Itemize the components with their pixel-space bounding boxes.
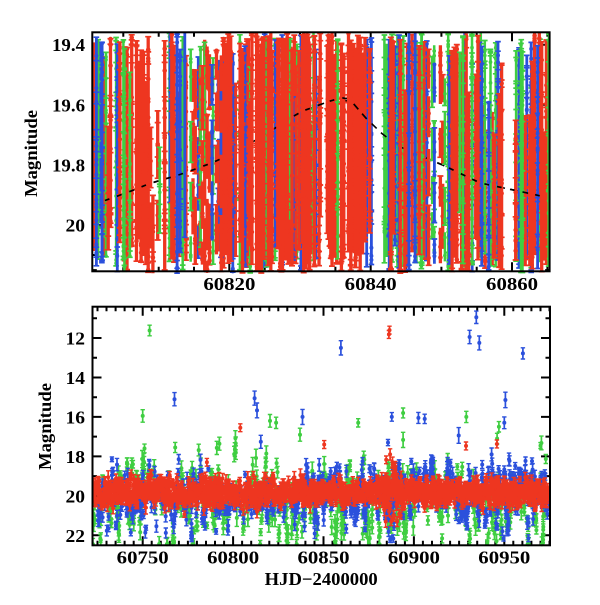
svg-text:20: 20 xyxy=(66,216,86,236)
svg-text:19.8: 19.8 xyxy=(52,155,85,175)
svg-text:60800: 60800 xyxy=(207,548,259,568)
svg-text:HJD−2400000: HJD−2400000 xyxy=(265,569,378,589)
svg-text:60950: 60950 xyxy=(478,548,530,568)
svg-text:60840: 60840 xyxy=(345,274,397,294)
svg-text:19.4: 19.4 xyxy=(52,35,85,55)
svg-text:16: 16 xyxy=(66,407,86,427)
svg-text:60860: 60860 xyxy=(486,274,538,294)
svg-text:Magnitude: Magnitude xyxy=(35,383,55,470)
svg-text:20: 20 xyxy=(66,486,86,506)
svg-text:19.6: 19.6 xyxy=(52,95,85,115)
svg-text:12: 12 xyxy=(66,329,86,349)
svg-text:14: 14 xyxy=(66,368,86,388)
svg-text:18: 18 xyxy=(66,447,86,467)
svg-text:22: 22 xyxy=(66,526,86,546)
svg-text:60900: 60900 xyxy=(388,548,440,568)
svg-text:60820: 60820 xyxy=(203,274,255,294)
svg-text:60750: 60750 xyxy=(117,548,169,568)
svg-text:Magnitude: Magnitude xyxy=(21,110,41,197)
svg-text:60850: 60850 xyxy=(298,548,350,568)
